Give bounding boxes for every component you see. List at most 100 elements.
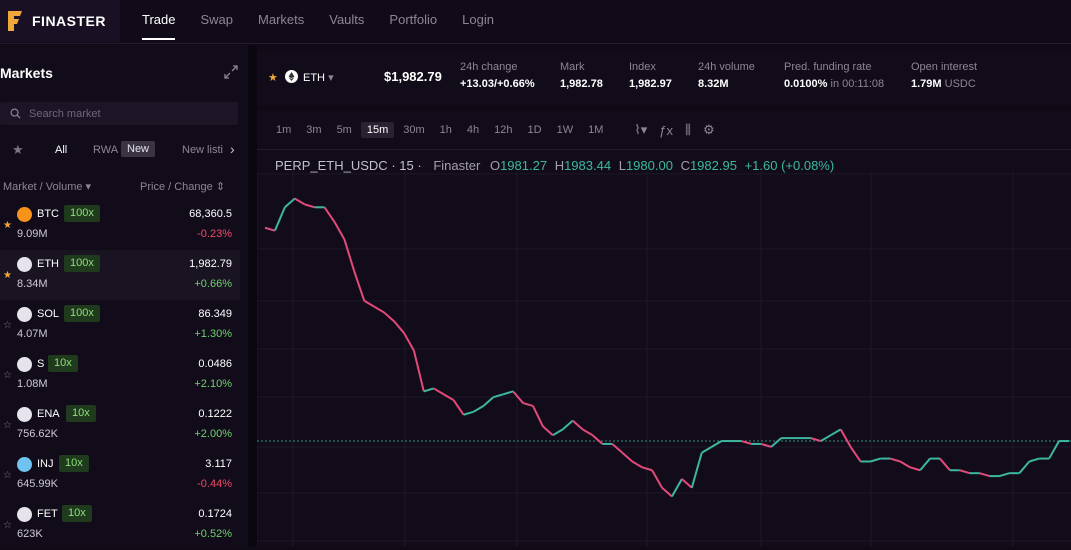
market-row-s[interactable]: ☆ S 10x 1.08M 0.0486 +2.10% bbox=[0, 350, 240, 400]
market-row-btc[interactable]: ★ BTC 100x 9.09M 68,360.5 -0.23% bbox=[0, 200, 240, 250]
favorite-star-icon[interactable]: ☆ bbox=[3, 520, 12, 531]
timeframe-5m[interactable]: 5m bbox=[336, 124, 352, 136]
open-interest-unit: USDC bbox=[944, 78, 976, 90]
chart-toolbar: 1m 3m 5m 15m 30m 1h 4h 12h 1D 1W 1M ⌇▾ ƒx ⫼ ⚙ bbox=[257, 121, 715, 139]
nav-trade[interactable]: Trade bbox=[142, 0, 176, 40]
legend-high: 1983.44 bbox=[564, 158, 612, 173]
nav-vaults[interactable]: Vaults bbox=[329, 12, 365, 27]
price-segment bbox=[621, 451, 633, 463]
nav-portfolio[interactable]: Portfolio bbox=[389, 12, 438, 27]
price-segment bbox=[681, 478, 693, 489]
nav-login[interactable]: Login bbox=[462, 12, 494, 27]
market-symbol: FET bbox=[37, 508, 58, 520]
favorite-star-icon[interactable]: ★ bbox=[3, 220, 12, 231]
favorite-star-icon[interactable]: ☆ bbox=[3, 470, 12, 481]
price-segment bbox=[323, 206, 336, 223]
nav-markets[interactable]: Markets bbox=[258, 12, 305, 27]
price-segment bbox=[582, 428, 594, 437]
price-segment bbox=[353, 271, 366, 302]
favorites-star-icon[interactable]: ★ bbox=[12, 142, 24, 157]
market-row-sol[interactable]: ☆ SOL 100x 4.07M 86.349 +1.30% bbox=[0, 300, 240, 350]
price-segment bbox=[830, 428, 842, 437]
timeframe-1d[interactable]: 1D bbox=[527, 124, 542, 136]
timeframe-30m[interactable]: 30m bbox=[403, 124, 425, 136]
price-segment bbox=[690, 452, 703, 489]
market-price: 0.1222 bbox=[198, 408, 232, 420]
timeframe-12h[interactable]: 12h bbox=[494, 124, 513, 136]
filter-rwa[interactable]: RWA bbox=[93, 144, 119, 156]
chart-type-icon[interactable]: ⌇▾ bbox=[634, 122, 648, 137]
price-segment bbox=[274, 206, 286, 232]
price-segment bbox=[701, 446, 713, 454]
timeframe-1h[interactable]: 1h bbox=[439, 124, 452, 136]
filter-all[interactable]: All bbox=[55, 144, 68, 156]
legend-source: Finaster bbox=[433, 158, 481, 173]
symbol-name: ETH bbox=[303, 72, 325, 84]
timeframe-3m[interactable]: 3m bbox=[306, 124, 322, 136]
volume-block: 24h volume 8.32M bbox=[698, 61, 755, 90]
favorite-star-icon[interactable]: ☆ bbox=[3, 370, 12, 381]
timeframe-1w[interactable]: 1W bbox=[556, 124, 574, 136]
open-interest-line: 1.79M USDC bbox=[911, 78, 977, 90]
ethereum-icon bbox=[17, 257, 32, 272]
market-row-eth[interactable]: ★ ETH 100x 8.34M 1,982.79 +0.66% bbox=[0, 250, 240, 300]
volume-value: 8.32M bbox=[698, 78, 729, 90]
favorite-star-icon[interactable]: ☆ bbox=[3, 420, 12, 431]
price-segment bbox=[591, 434, 604, 445]
chevron-right-icon[interactable]: › bbox=[230, 141, 235, 157]
symbol-selector[interactable]: ★ ETH ▾ bbox=[268, 70, 334, 84]
sonic-icon bbox=[17, 357, 32, 372]
price-segment bbox=[493, 393, 504, 399]
market-change: +2.00% bbox=[194, 428, 232, 440]
market-change: +2.10% bbox=[194, 378, 232, 390]
sort-icon: ⇕ bbox=[215, 181, 226, 193]
market-volume: 623K bbox=[17, 528, 43, 540]
filter-new-listings[interactable]: New listi bbox=[182, 144, 223, 156]
col-market-volume[interactable]: Market / Volume ▾ bbox=[3, 180, 91, 193]
favorite-star-icon[interactable]: ☆ bbox=[3, 320, 12, 331]
market-row-fet[interactable]: ☆ FET 10x 623K 0.1724 +0.52% bbox=[0, 500, 240, 550]
price-segment bbox=[304, 203, 315, 209]
price-segment bbox=[502, 390, 514, 396]
price-chart-panel: 1m 3m 5m 15m 30m 1h 4h 12h 1D 1W 1M ⌇▾ ƒx ⫼ ⚙ PERP… bbox=[257, 111, 1071, 547]
funding-label: Pred. funding rate bbox=[784, 61, 872, 73]
leverage-badge: 10x bbox=[48, 355, 78, 372]
indicators-icon[interactable]: ƒx bbox=[659, 122, 673, 138]
leverage-badge: 10x bbox=[66, 405, 96, 422]
price-chart[interactable] bbox=[257, 171, 1071, 547]
price-segment bbox=[433, 387, 445, 396]
market-search-box[interactable] bbox=[0, 102, 238, 125]
candles-icon[interactable]: ⫼ bbox=[684, 122, 691, 137]
timeframe-1m[interactable]: 1m bbox=[276, 124, 292, 136]
settings-gear-icon[interactable]: ⚙ bbox=[702, 122, 715, 137]
collapse-icon[interactable] bbox=[224, 65, 240, 81]
price-segment bbox=[711, 440, 723, 448]
col-price-change[interactable]: Price / Change ⇕ bbox=[140, 180, 225, 193]
timeframe-1m[interactable]: 1M bbox=[588, 124, 604, 136]
price-segment bbox=[1029, 457, 1040, 463]
price-segment bbox=[919, 457, 931, 471]
chart-legend: PERP_ETH_USDC · 15 · Finaster O1981.27 H… bbox=[275, 158, 834, 173]
nav-swap[interactable]: Swap bbox=[200, 12, 234, 27]
favorite-star-icon[interactable]: ★ bbox=[268, 72, 278, 84]
price-segment bbox=[522, 402, 534, 407]
market-row-ena[interactable]: ☆ ENA 10x 756.62K 0.1222 +2.00% bbox=[0, 400, 240, 450]
filter-new[interactable]: New bbox=[121, 141, 156, 157]
market-search-input[interactable] bbox=[29, 107, 229, 120]
favorite-star-icon[interactable]: ★ bbox=[3, 270, 12, 281]
market-change: -0.23% bbox=[197, 228, 232, 240]
price-segment bbox=[333, 221, 346, 240]
legend-sep-1: · bbox=[391, 158, 400, 173]
market-row-inj[interactable]: ☆ INJ 10x 645.99K 3.117 -0.44% bbox=[0, 450, 240, 500]
price-segment bbox=[999, 472, 1010, 478]
open-interest-value: 1.79M bbox=[911, 78, 942, 90]
mark-label: Mark bbox=[560, 61, 585, 73]
market-symbol: SOL bbox=[37, 308, 60, 320]
timeframe-15m[interactable]: 15m bbox=[360, 122, 395, 138]
ethena-icon bbox=[17, 407, 32, 422]
funding-countdown: in 00:11:08 bbox=[830, 78, 885, 90]
brand-logo[interactable]: FINASTER bbox=[0, 0, 120, 42]
index-block: Index 1,982.97 bbox=[629, 61, 672, 90]
timeframe-4h[interactable]: 4h bbox=[466, 124, 480, 136]
price-segment bbox=[810, 437, 822, 442]
